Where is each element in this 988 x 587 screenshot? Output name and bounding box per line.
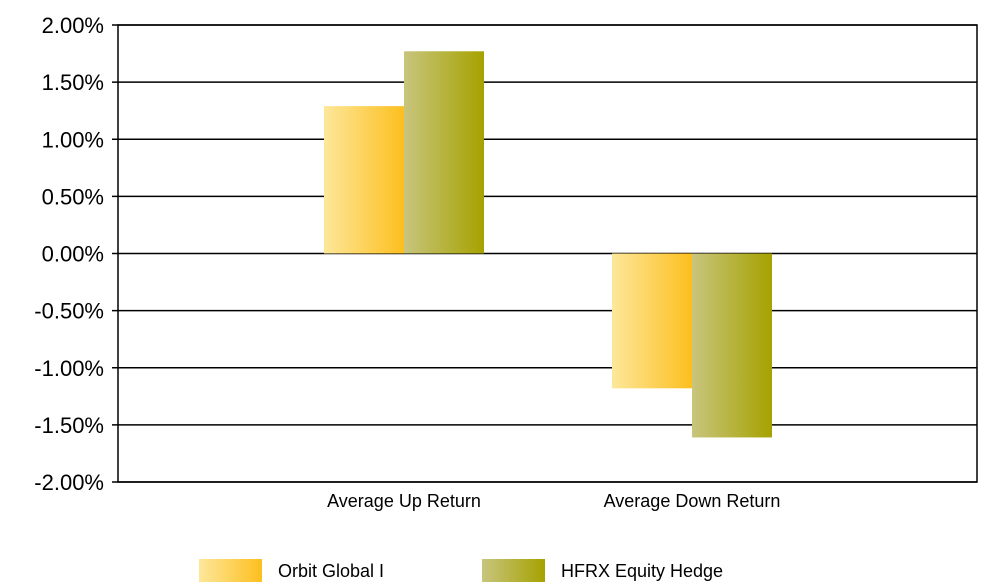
legend-item-orbit-global-i: Orbit Global I (199, 559, 384, 582)
legend: Orbit Global I HFRX Equity Hedge (199, 559, 723, 582)
y-tick-label: -2.00% (34, 470, 104, 495)
plot-frame (112, 24, 978, 483)
legend-label: Orbit Global I (278, 561, 384, 581)
legend-swatch (199, 559, 262, 582)
x-category-label: Average Up Return (327, 491, 481, 511)
bar-orbit-global-i-up (324, 106, 404, 254)
y-tick-label: 1.00% (42, 127, 104, 152)
y-tick-label: 1.50% (42, 70, 104, 95)
y-tick-label: -0.50% (34, 299, 104, 324)
x-axis: Average Up Return Average Down Return (327, 491, 780, 511)
y-tick-label: 0.00% (42, 242, 104, 267)
bar-hfrx-equity-hedge-down (692, 253, 772, 438)
y-axis: 2.00% 1.50% 1.00% 0.50% 0.00% -0.50% -1.00% -1.… (34, 13, 104, 495)
x-category-label: Average Down Return (604, 491, 781, 511)
y-tick-label: 0.50% (42, 184, 104, 209)
legend-swatch (482, 559, 545, 582)
y-tick-label: -1.00% (34, 356, 104, 381)
bars (324, 51, 772, 438)
bar-hfrx-equity-hedge-up (404, 51, 484, 254)
y-tick-label: -1.50% (34, 413, 104, 438)
legend-label: HFRX Equity Hedge (561, 561, 723, 581)
bar-orbit-global-i-down (612, 253, 692, 389)
y-tick-label: 2.00% (42, 13, 104, 38)
legend-item-hfrx-equity-hedge: HFRX Equity Hedge (482, 559, 723, 582)
grid (118, 24, 977, 483)
